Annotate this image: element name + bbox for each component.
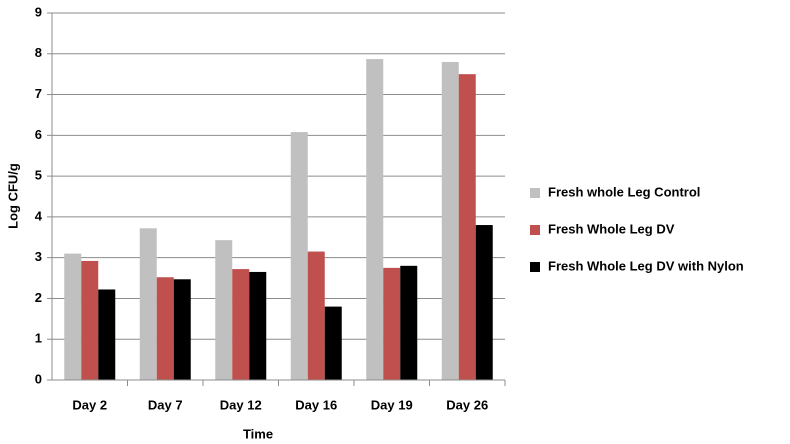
x-tick-label: Day 26 (446, 397, 488, 412)
legend-swatch (530, 225, 540, 235)
legend-label: Fresh Whole Leg DV with Nylon (548, 258, 744, 273)
y-tick-label: 5 (35, 168, 42, 183)
bar (458, 74, 476, 381)
y-axis-title: Log CFU/g (5, 163, 20, 229)
legend-label: Fresh whole Leg Control (548, 184, 700, 199)
bar (64, 253, 82, 380)
bar (98, 289, 116, 380)
y-tick-label: 2 (35, 290, 42, 305)
bar (139, 228, 157, 380)
bar (81, 260, 99, 380)
legend-swatch (530, 188, 540, 198)
bar (215, 240, 233, 380)
x-tick-label: Day 12 (220, 397, 262, 412)
bar (249, 271, 267, 380)
bar (290, 132, 308, 380)
y-tick-label: 6 (35, 127, 42, 142)
legend-swatch (530, 262, 540, 272)
y-tick-label: 4 (35, 208, 43, 223)
bar (307, 251, 325, 380)
bar (475, 225, 493, 380)
bar (400, 265, 418, 380)
bar (383, 267, 401, 380)
y-tick-label: 3 (35, 249, 42, 264)
bar (324, 306, 342, 380)
bar (232, 269, 250, 380)
y-tick-label: 9 (35, 4, 42, 19)
y-tick-label: 1 (35, 331, 42, 346)
x-tick-label: Day 7 (148, 397, 183, 412)
bar (441, 61, 459, 380)
y-tick-label: 8 (35, 45, 42, 60)
legend-label: Fresh Whole Leg DV (548, 221, 675, 236)
y-tick-label: 7 (35, 86, 42, 101)
bar (156, 277, 174, 380)
bar (366, 59, 384, 380)
x-tick-label: Day 19 (371, 397, 413, 412)
y-tick-label: 0 (35, 371, 42, 386)
bar (173, 279, 191, 380)
x-axis-title: Time (243, 426, 273, 441)
x-tick-label: Day 2 (72, 397, 107, 412)
x-tick-label: Day 16 (295, 397, 337, 412)
